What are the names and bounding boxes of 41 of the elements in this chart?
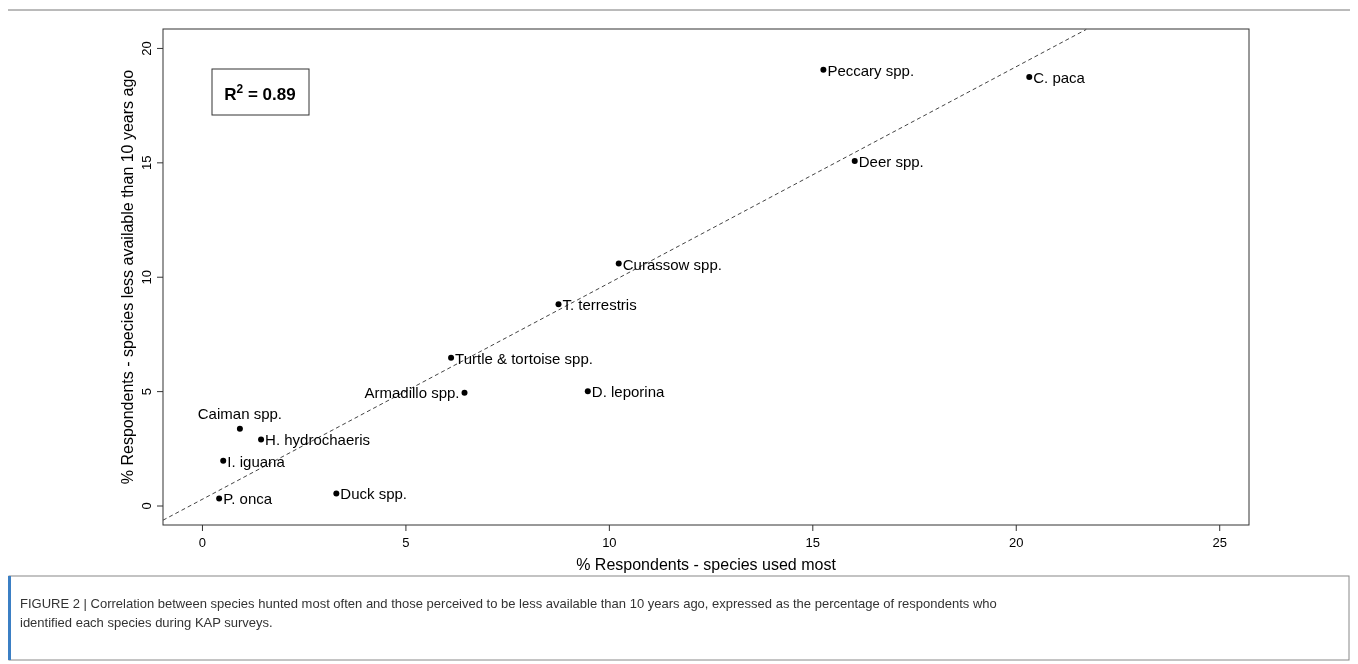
annotation: Curassow spp. xyxy=(622,255,722,273)
x-tick-label: 0 xyxy=(198,535,207,550)
point xyxy=(555,301,562,308)
annotation: P. onca xyxy=(223,490,273,508)
point xyxy=(220,457,227,464)
x-tick-label: 15 xyxy=(805,535,821,550)
annotation: Armadillo spp. xyxy=(364,383,460,401)
point xyxy=(820,66,827,73)
annotation: H. hydrochaeris xyxy=(265,431,371,449)
annotation: D. leporina xyxy=(591,383,665,401)
point xyxy=(333,490,340,497)
point xyxy=(584,388,591,395)
point xyxy=(851,158,858,165)
x-tick-label: 10 xyxy=(602,535,617,550)
annotation: Duck spp. xyxy=(340,485,408,503)
y-axis-title: % Respondents - species less available than 10 years ago xyxy=(119,69,136,485)
y-tick-label: 10 xyxy=(139,269,154,285)
x-tick-label: 20 xyxy=(1009,535,1024,550)
y-tick-label: 5 xyxy=(139,388,154,396)
point xyxy=(258,436,265,443)
caption: FIGURE 2 | Correlation between species hunted most often and those perceived to be less available than 10 years ago, expressed as the percentage of respondents who identified each species during KAP surveys. xyxy=(20,596,997,630)
annotation: T. terrestris xyxy=(562,296,637,314)
y-tick-label: 20 xyxy=(139,41,154,56)
annotation: Peccary spp. xyxy=(827,61,915,79)
annotation: I. iguana xyxy=(227,452,286,470)
point xyxy=(216,495,223,502)
annotation: C. paca xyxy=(1033,69,1086,87)
point xyxy=(236,425,243,432)
point xyxy=(615,260,622,267)
x-tick-label: 5 xyxy=(402,535,410,550)
annotation: Turtle & tortoise spp. xyxy=(455,349,593,367)
x-tick-label: 25 xyxy=(1212,535,1227,550)
y-tick-label: 0 xyxy=(139,502,154,510)
annotation: R$^{2}$ = 0.89 xyxy=(224,82,296,104)
point xyxy=(1026,74,1033,81)
y-tick-label: 15 xyxy=(139,155,154,171)
point xyxy=(448,354,455,361)
annotation: Caiman spp. xyxy=(197,404,283,422)
x-axis-title: % Respondents - species used most xyxy=(576,556,837,573)
annotation: Deer spp. xyxy=(858,153,924,171)
point xyxy=(461,389,468,396)
